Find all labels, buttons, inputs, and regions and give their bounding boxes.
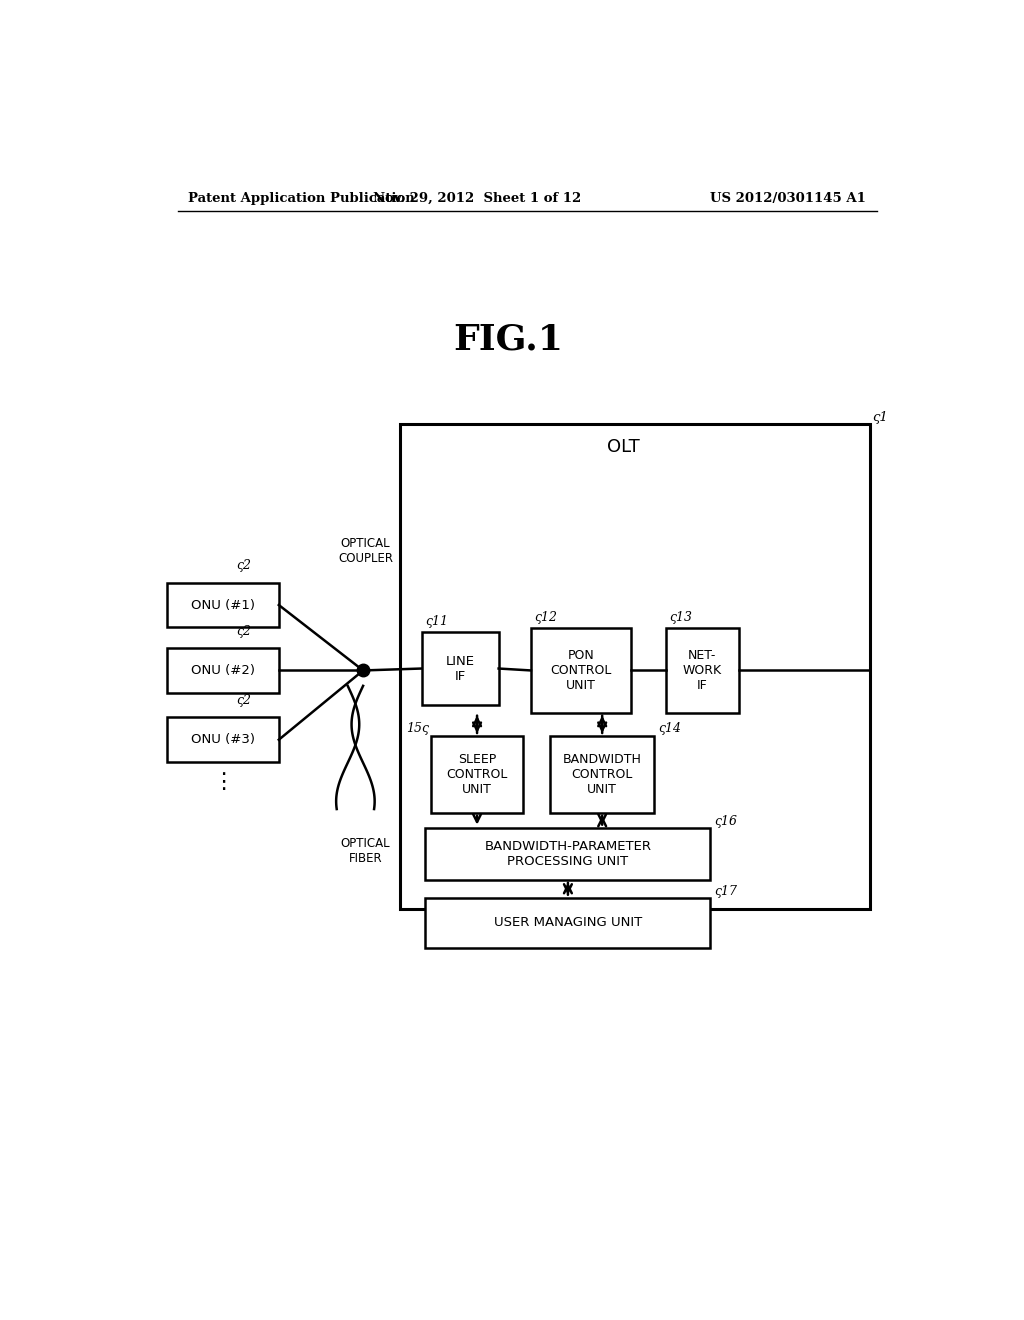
Text: ς1: ς1: [872, 412, 888, 425]
Bar: [531, 628, 631, 713]
Text: 15ς: 15ς: [407, 722, 429, 735]
Bar: [431, 737, 523, 813]
Text: USER MANAGING UNIT: USER MANAGING UNIT: [494, 916, 642, 929]
Text: ONU (#2): ONU (#2): [190, 664, 255, 677]
Text: ς17: ς17: [714, 884, 737, 898]
Text: OLT: OLT: [607, 438, 640, 457]
Text: ς11: ς11: [425, 615, 449, 628]
Text: OPTICAL
COUPLER: OPTICAL COUPLER: [338, 537, 393, 565]
Text: Nov. 29, 2012  Sheet 1 of 12: Nov. 29, 2012 Sheet 1 of 12: [373, 191, 582, 205]
Text: BANDWIDTH-PARAMETER
PROCESSING UNIT: BANDWIDTH-PARAMETER PROCESSING UNIT: [484, 840, 651, 867]
Text: PON
CONTROL
UNIT: PON CONTROL UNIT: [550, 649, 611, 692]
Bar: [550, 737, 654, 813]
Text: ⋮: ⋮: [212, 772, 234, 792]
Text: US 2012/0301145 A1: US 2012/0301145 A1: [710, 191, 866, 205]
Bar: [422, 632, 499, 705]
Bar: [167, 718, 279, 762]
Text: ς13: ς13: [670, 611, 692, 624]
Text: ONU (#1): ONU (#1): [190, 598, 255, 611]
Text: ς12: ς12: [535, 611, 558, 624]
Text: ONU (#3): ONU (#3): [190, 733, 255, 746]
Bar: [167, 582, 279, 627]
Text: FIG.1: FIG.1: [453, 322, 563, 356]
Text: ς14: ς14: [658, 722, 681, 735]
Text: NET-
WORK
IF: NET- WORK IF: [683, 649, 722, 692]
Bar: [425, 898, 711, 948]
Bar: [425, 828, 711, 880]
Text: Patent Application Publication: Patent Application Publication: [188, 191, 415, 205]
Text: ς2: ς2: [237, 624, 252, 638]
Text: ς2: ς2: [237, 560, 252, 573]
Text: ς2: ς2: [237, 694, 252, 708]
Text: LINE
IF: LINE IF: [445, 655, 474, 682]
Bar: [666, 628, 739, 713]
Text: BANDWIDTH
CONTROL
UNIT: BANDWIDTH CONTROL UNIT: [563, 752, 642, 796]
Bar: [167, 648, 279, 693]
Text: OPTICAL
FIBER: OPTICAL FIBER: [341, 837, 390, 866]
Bar: [400, 424, 869, 909]
Text: ς16: ς16: [714, 814, 737, 828]
Text: SLEEP
CONTROL
UNIT: SLEEP CONTROL UNIT: [446, 752, 508, 796]
